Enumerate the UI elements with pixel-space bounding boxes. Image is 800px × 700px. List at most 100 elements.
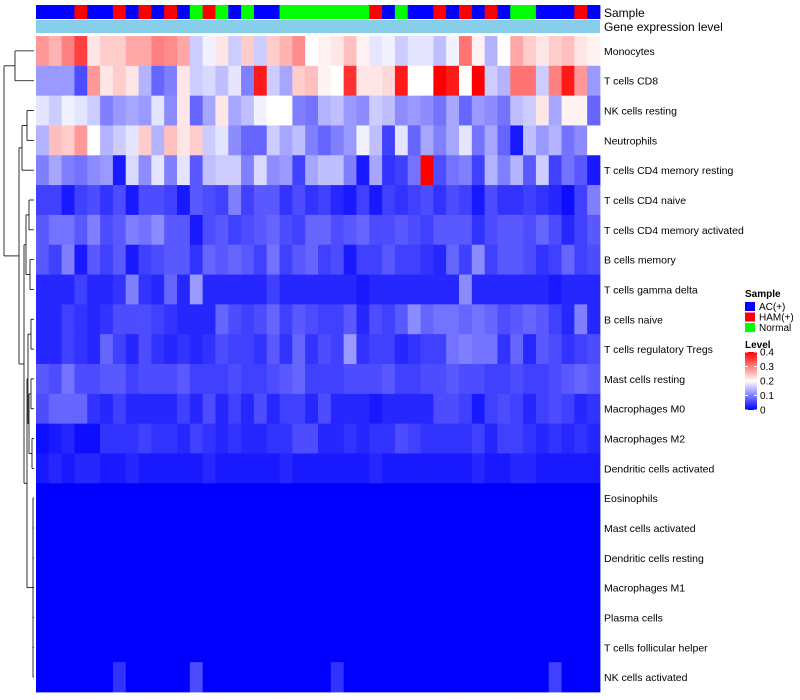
heatmap-cell xyxy=(177,483,191,514)
heatmap-cell xyxy=(484,483,498,514)
heatmap-cell xyxy=(535,632,550,663)
heatmap-cell xyxy=(151,393,165,425)
heatmap-cell xyxy=(112,542,127,574)
heatmap-cell xyxy=(330,453,345,484)
heatmap-cell xyxy=(420,483,434,514)
heatmap-cell xyxy=(228,274,242,305)
sample-annotation-bar xyxy=(36,5,601,19)
heatmap-cell xyxy=(574,214,588,246)
heatmap-cell xyxy=(266,364,280,395)
heatmap-cell xyxy=(36,602,50,633)
heatmap-cell xyxy=(100,364,114,395)
row-label: Monocytes xyxy=(604,46,655,58)
heatmap-cell xyxy=(61,65,75,97)
heatmap-cell xyxy=(177,214,191,246)
heatmap-cell xyxy=(87,364,101,395)
heatmap-cell xyxy=(330,483,345,514)
heatmap-cell xyxy=(215,572,229,603)
heatmap-cell xyxy=(407,274,421,305)
heatmap-cell xyxy=(497,125,511,156)
heatmap-cell xyxy=(523,542,537,574)
heatmap-cell xyxy=(523,364,537,395)
heatmap-cell xyxy=(369,483,383,514)
heatmap-cell xyxy=(266,542,280,574)
heatmap-cell xyxy=(394,572,409,603)
heatmap-cell xyxy=(497,334,511,365)
heatmap-cell xyxy=(36,423,50,454)
heatmap-cell xyxy=(151,334,165,365)
heatmap-cell xyxy=(497,65,511,97)
heatmap-cell xyxy=(266,572,280,603)
heatmap-cell xyxy=(497,364,511,395)
heatmap-cell xyxy=(330,542,345,574)
heatmap-cell xyxy=(535,304,550,335)
heatmap-cell xyxy=(497,274,511,305)
heatmap-cell xyxy=(446,214,460,246)
heatmap-cell xyxy=(292,214,306,246)
heatmap-cell xyxy=(253,423,268,454)
heatmap-cell xyxy=(202,602,216,633)
heatmap-cell xyxy=(279,632,293,663)
heatmap-cell xyxy=(87,662,101,693)
heatmap-cell xyxy=(318,364,332,395)
heatmap-cell xyxy=(241,483,255,514)
heatmap-cell xyxy=(138,632,152,663)
heatmap-cell xyxy=(561,632,575,663)
heatmap-cell xyxy=(151,632,165,663)
heatmap-cell xyxy=(74,214,88,246)
heatmap-cell xyxy=(36,572,50,603)
heatmap-cell xyxy=(318,423,332,454)
heatmap-cell xyxy=(420,393,434,425)
heatmap-cell xyxy=(330,513,345,544)
heatmap-cell xyxy=(305,602,319,633)
heatmap-cell xyxy=(74,125,88,156)
heatmap-cell xyxy=(202,155,216,186)
heatmap-cell xyxy=(266,125,280,156)
heatmap-cell xyxy=(394,214,409,246)
heatmap-cell xyxy=(151,572,165,603)
heatmap-cell xyxy=(318,393,332,425)
sample-annotation-cell xyxy=(484,5,498,19)
heatmap-cell xyxy=(574,513,588,544)
heatmap-cell xyxy=(459,155,473,186)
heatmap-cell xyxy=(382,453,396,484)
heatmap-cell xyxy=(87,632,101,663)
heatmap-cell xyxy=(459,602,473,633)
heatmap-cell xyxy=(202,513,216,544)
row-label: Plasma cells xyxy=(604,613,663,625)
heatmap-cell xyxy=(343,513,357,544)
heatmap-cell xyxy=(459,364,473,395)
heatmap-cell xyxy=(138,513,152,544)
heatmap-cell xyxy=(484,65,498,97)
heatmap-cell xyxy=(61,274,75,305)
heatmap-cell xyxy=(574,542,588,574)
heatmap-cell xyxy=(241,602,255,633)
heatmap-cell xyxy=(36,185,50,216)
heatmap-cell xyxy=(266,65,280,97)
heatmap-cell xyxy=(279,364,293,395)
row-label: Mast cells resting xyxy=(604,374,685,386)
heatmap-cell xyxy=(369,513,383,544)
heatmap-cell xyxy=(548,36,562,67)
heatmap-cell xyxy=(446,334,460,365)
heatmap-cell xyxy=(279,513,293,544)
heatmap-cell xyxy=(420,304,434,335)
heatmap-cell xyxy=(48,65,63,97)
heatmap-cell xyxy=(510,304,524,335)
heatmap-cell xyxy=(112,602,127,633)
heatmap-cell xyxy=(330,632,345,663)
sample-annotation-cell xyxy=(189,5,204,19)
heatmap-cell xyxy=(61,662,75,693)
heatmap-cell xyxy=(305,364,319,395)
heatmap-cell xyxy=(369,304,383,335)
heatmap-cell xyxy=(189,334,204,365)
heatmap-cell xyxy=(189,65,204,97)
heatmap-cell xyxy=(561,423,575,454)
heatmap-cell xyxy=(471,334,486,365)
heatmap-cell xyxy=(228,364,242,395)
heatmap-cell xyxy=(292,185,306,216)
heatmap-cell xyxy=(202,214,216,246)
heatmap-cell xyxy=(138,453,152,484)
heatmap-cell xyxy=(279,125,293,156)
legend-sample-label: Normal xyxy=(759,323,791,334)
